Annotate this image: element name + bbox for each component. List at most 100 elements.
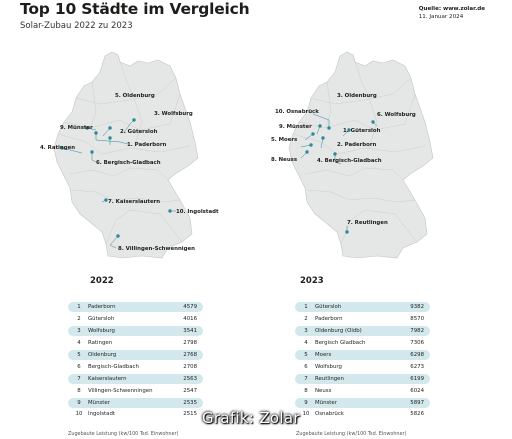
label-ratingen-2022: 4. Ratingen <box>40 145 75 151</box>
marker-villingen-schwenningen-2022 <box>116 234 120 238</box>
map-2023: 3. Oldenburg 10. Osnabrück 6. Wolfsburg … <box>271 51 434 259</box>
city-markers-2022 <box>60 118 172 238</box>
city-cell: Kaiserslautern <box>88 375 127 382</box>
label-osnabruck-2023: 10. Osnabrück <box>275 109 319 115</box>
table-row: 10 Ingolstadt 2515 <box>68 409 203 419</box>
city-cell: Wolfsburg <box>88 327 115 334</box>
marker-paderborn-2022 <box>108 136 112 140</box>
rank-cell: 3 <box>304 327 308 334</box>
value-cell: 6199 <box>410 375 424 382</box>
rank-cell: 2 <box>304 315 308 322</box>
rank-cell: 5 <box>304 351 308 358</box>
city-cell: Osnabrück <box>315 411 344 418</box>
rank-cell: 9 <box>304 399 308 406</box>
value-cell: 2535 <box>183 399 197 406</box>
leader-lines-2023 <box>300 113 378 232</box>
source-url: Quelle: www.zolar.de <box>418 6 485 12</box>
marker-bergisch-gladbach-2023 <box>333 152 337 156</box>
marker-oldenburg-2022 <box>85 126 89 130</box>
table-row: 4 Bergisch Gladbach 7306 <box>295 338 430 348</box>
label-wolfsburg-2022: 3. Wolfsburg <box>154 111 193 117</box>
marker-munster-2023 <box>311 132 315 136</box>
value-cell: 4579 <box>183 304 197 310</box>
source-note: Quelle: www.zolar.de 11. Januar 2024 <box>419 5 485 21</box>
marker-wolfsburg-2022 <box>132 118 136 122</box>
table-row: 8 Villingen-Schwenningen 2547 <box>68 386 203 396</box>
city-cell: Villingen-Schwenningen <box>88 387 153 394</box>
table-row: 9 Münster 2535 <box>68 397 203 408</box>
rank-cell: 3 <box>77 327 81 334</box>
city-cell: Ratingen <box>88 339 113 346</box>
table-2023-footer: Zugebaute Leistung (kw/100 Tsd. Einwohne… <box>296 431 407 437</box>
value-cell: 6298 <box>410 351 424 358</box>
city-cell: Moers <box>315 351 332 358</box>
city-labels-2022: 5. Oldenburg 3. Wolfsburg 9. Münster 2. … <box>40 93 219 252</box>
label-bergisch-gladbach-2022: 6. Bergisch-Gladbach <box>96 160 161 166</box>
label-kaiserslautern-2022: 7. Kaiserslautern <box>108 199 160 205</box>
label-paderborn-2022: 1. Paderborn <box>127 142 167 148</box>
label-wolfsburg-2023: 6. Wolfsburg <box>377 112 416 118</box>
table-row: 3 Oldenburg (Oldb) 7982 <box>295 325 430 337</box>
watermark-credit: Grafik: Zolar <box>202 409 300 427</box>
germany-outline-2022 <box>53 51 199 259</box>
source-date: 11. Januar 2024 <box>418 14 464 20</box>
rank-cell: 1 <box>77 304 81 310</box>
rank-cell: 2 <box>77 315 81 322</box>
city-cell: Reutlingen <box>315 375 344 382</box>
marker-paderborn-2023 <box>321 136 325 140</box>
value-cell: 5897 <box>410 399 424 406</box>
city-cell: Gütersloh <box>88 315 115 322</box>
table-row: 2 Gütersloh 4016 <box>68 314 203 324</box>
table-row: 5 Oldenburg 2768 <box>68 349 203 360</box>
rank-cell: 10 <box>302 411 310 418</box>
marker-wolfsburg-2023 <box>371 120 375 124</box>
value-cell: 7306 <box>410 339 424 346</box>
table-row: 9 Münster 5897 <box>295 397 430 408</box>
label-reutlingen-2023: 7. Reutlingen <box>347 220 388 226</box>
city-labels-2023: 3. Oldenburg 10. Osnabrück 6. Wolfsburg … <box>271 93 416 226</box>
table-row: 2 Paderborn 8570 <box>295 314 430 324</box>
rank-cell: 10 <box>75 411 83 418</box>
map-2022: 5. Oldenburg 3. Wolfsburg 9. Münster 2. … <box>40 51 219 259</box>
value-cell: 2798 <box>183 339 197 346</box>
city-cell: Paderborn <box>315 315 343 322</box>
table-row: 8 Neuss 6024 <box>295 386 430 396</box>
value-cell: 2515 <box>183 411 197 418</box>
marker-kaiserslautern-2022 <box>104 198 108 202</box>
table-row: 10 Osnabrück 5826 <box>295 409 430 419</box>
label-munster-2022: 9. Münster <box>60 125 93 131</box>
city-cell: Oldenburg (Oldb) <box>315 327 362 334</box>
rank-cell: 5 <box>77 351 81 358</box>
city-cell: Bergisch Gladbach <box>315 339 366 346</box>
marker-moers-2023 <box>309 143 313 147</box>
rank-cell: 8 <box>304 387 308 394</box>
rank-cell: 1 <box>304 304 308 310</box>
table-row: 6 Wolfsburg 6273 <box>295 362 430 372</box>
value-cell: 2563 <box>183 375 197 382</box>
rank-cell: 4 <box>304 339 308 346</box>
rank-cell: 6 <box>304 363 308 370</box>
rank-cell: 7 <box>77 375 81 382</box>
page-title: Top 10 Städte im Vergleich <box>20 0 250 18</box>
label-bergisch-gladbach-2023: 4. Bergisch-Gladbach <box>317 158 382 164</box>
label-moers-2023: 5. Moers <box>271 137 297 143</box>
table-row: 4 Ratingen 2798 <box>68 338 203 348</box>
table-2023: 1 Gütersloh 9382 2 Paderborn 8570 3 Oldenburg… <box>295 302 430 421</box>
leader-lines-2022 <box>61 119 176 249</box>
city-cell: Paderborn <box>88 304 116 310</box>
table-2022-footer: Zugebaute Leistung (kw/100 Tsd. Einwohne… <box>68 431 179 437</box>
value-cell: 6273 <box>410 363 424 370</box>
label-neuss-2023: 8. Neuss <box>271 157 297 163</box>
marker-bergisch-gladbach-2022 <box>90 150 94 154</box>
marker-gutersloh-2023 <box>347 128 351 132</box>
value-cell: 2768 <box>183 351 197 358</box>
marker-gutersloh-2022 <box>108 126 112 130</box>
table-row: 1 Gütersloh 9382 <box>295 302 430 313</box>
table-row: 5 Moers 6298 <box>295 349 430 360</box>
table-row: 3 Wolfsburg 3541 <box>68 325 203 337</box>
marker-osnabruck-2023 <box>327 126 331 130</box>
label-oldenburg-2022: 5. Oldenburg <box>115 93 155 99</box>
rank-cell: 6 <box>77 363 81 370</box>
value-cell: 5826 <box>410 411 424 418</box>
rank-cell: 7 <box>304 375 308 382</box>
